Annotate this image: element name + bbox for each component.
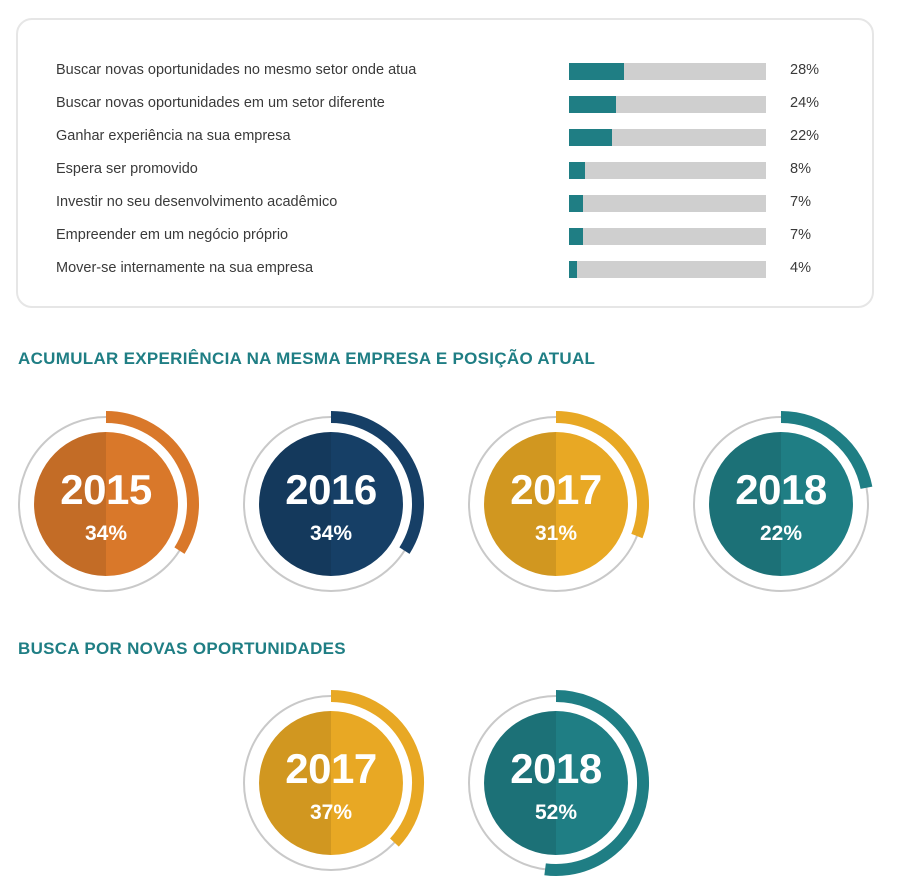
- bar-fill: [569, 129, 613, 146]
- donut-value-arc: [105, 411, 199, 554]
- bar-fill: [569, 195, 583, 212]
- bar-track: [569, 162, 766, 179]
- donut-disc-right: [331, 711, 403, 855]
- donut-year-label: 2018: [510, 745, 602, 792]
- donut-value-arc: [555, 411, 649, 539]
- donut-value-label: 52%: [534, 801, 578, 824]
- bar-value-label: 28%: [790, 62, 820, 78]
- donut-year-label: 2017: [510, 466, 602, 513]
- donut-disc-right: [556, 711, 628, 855]
- donut-disc-right: [331, 432, 403, 576]
- donut-disc-left: [484, 711, 556, 855]
- section-title-opportunities: BUSCA POR NOVAS OPORTUNIDADES: [18, 639, 346, 658]
- donut-graphic: [243, 411, 424, 592]
- donut-disc-left: [709, 432, 781, 576]
- bar-value-label: 24%: [790, 95, 820, 111]
- bar-label: Empreender em um negócio próprio: [56, 227, 289, 243]
- donut-value-label: 37%: [309, 801, 353, 824]
- donut-2015: 2015 34%: [16, 408, 216, 608]
- donut-value-arc: [330, 690, 424, 847]
- bar-label: Ganhar experiência na sua empresa: [56, 128, 291, 144]
- donut-value-arc: [330, 411, 424, 554]
- donut-year-label: 2017: [285, 745, 377, 792]
- bar-label: Buscar novas oportunidades em um setor d…: [56, 95, 385, 111]
- bar-label: Mover-se internamente na sua empresa: [56, 260, 314, 276]
- donut-year-label: 2015: [60, 466, 152, 513]
- bar-value-label: 7%: [790, 194, 811, 210]
- donut-2017: 2017 37%: [241, 687, 441, 887]
- bar-label: Buscar novas oportunidades no mesmo seto…: [56, 62, 417, 78]
- bar-fill: [569, 162, 585, 179]
- bar-track: [569, 96, 766, 113]
- donut-2016: 2016 34%: [241, 408, 441, 608]
- bar-track: [569, 129, 766, 146]
- bar-row: Mover-se internamente na sua empresa 4%: [18, 258, 876, 282]
- bar-track: [569, 261, 766, 278]
- bar-row: Buscar novas oportunidades em um setor d…: [18, 93, 876, 117]
- bar-row: Buscar novas oportunidades no mesmo seto…: [18, 60, 876, 84]
- bar-value-label: 22%: [790, 128, 820, 144]
- donut-value-arc: [780, 411, 873, 489]
- bar-row: Ganhar experiência na sua empresa 22%: [18, 126, 876, 150]
- section-title-experience: ACUMULAR EXPERIÊNCIA NA MESMA EMPRESA E …: [18, 349, 596, 368]
- bar-value-label: 4%: [790, 260, 811, 276]
- donut-year-label: 2018: [735, 466, 827, 513]
- donut-2018: 2018 22%: [691, 408, 891, 608]
- donut-graphic: [468, 690, 650, 876]
- donut-value-arc: [544, 690, 650, 876]
- bar-chart-card: Buscar novas oportunidades no mesmo seto…: [16, 18, 874, 308]
- bar-value-label: 8%: [790, 161, 811, 177]
- bar-fill: [569, 228, 583, 245]
- bar-row: Investir no seu desenvolvimento acadêmic…: [18, 192, 876, 216]
- donut-2017: 2017 31%: [466, 408, 666, 608]
- donut-value-label: 31%: [534, 522, 578, 545]
- bar-track: [569, 195, 766, 212]
- donut-disc-left: [34, 432, 106, 576]
- bar-track: [569, 228, 766, 245]
- bar-row: Espera ser promovido 8%: [18, 159, 876, 183]
- donut-graphic: [693, 411, 873, 592]
- bar-label: Espera ser promovido: [56, 161, 198, 177]
- donut-year-label: 2016: [285, 466, 377, 513]
- bar-row: Empreender em um negócio próprio 7%: [18, 225, 876, 249]
- bar-label: Investir no seu desenvolvimento acadêmic…: [56, 194, 338, 210]
- donut-2018: 2018 52%: [466, 687, 666, 887]
- donut-disc-left: [259, 711, 331, 855]
- donut-disc-right: [556, 432, 628, 576]
- bar-fill: [569, 96, 617, 113]
- donut-value-label: 34%: [309, 522, 353, 545]
- donut-disc-left: [484, 432, 556, 576]
- bar-value-label: 7%: [790, 227, 811, 243]
- donut-disc-left: [259, 432, 331, 576]
- donut-graphic: [468, 411, 649, 592]
- donut-value-label: 22%: [759, 522, 803, 545]
- donut-value-label: 34%: [84, 522, 128, 545]
- bar-fill: [569, 63, 625, 80]
- donut-disc-right: [781, 432, 853, 576]
- donut-disc-right: [106, 432, 178, 576]
- donut-graphic: [18, 411, 199, 592]
- bar-fill: [569, 261, 577, 278]
- donut-graphic: [243, 690, 424, 871]
- bar-track: [569, 63, 766, 80]
